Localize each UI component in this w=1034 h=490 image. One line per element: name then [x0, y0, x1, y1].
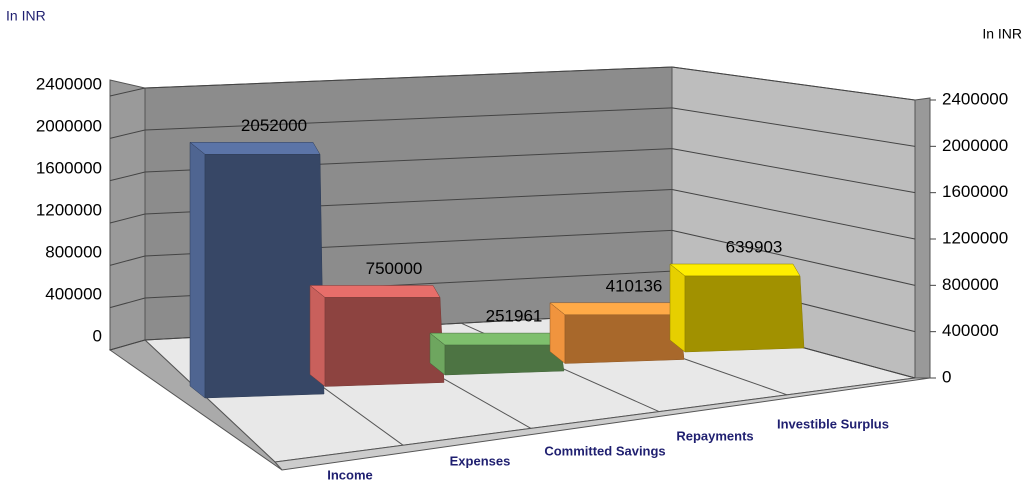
value-label: 410136 [606, 276, 663, 295]
bar-front [684, 275, 805, 353]
bar [309, 284, 445, 388]
x-tick-label: Expenses [450, 453, 511, 468]
x-tick-label: Repayments [676, 428, 753, 443]
grid-line [671, 229, 916, 286]
y-tick-label: 2400000 [36, 74, 102, 93]
bar-side [669, 263, 686, 353]
grid-line [109, 297, 146, 309]
bar-front [564, 314, 685, 364]
y-tick-label: 1600000 [36, 158, 102, 177]
y-tick-label: 800000 [45, 242, 102, 261]
grid-line [671, 148, 916, 194]
value-label: 639903 [726, 237, 783, 256]
bar-front [204, 154, 325, 399]
bar-side [309, 284, 326, 388]
y2-tick-label: 800000 [942, 275, 999, 294]
grid-line [671, 66, 916, 101]
y2-tick-label: 2000000 [942, 136, 1008, 155]
grid-line [109, 171, 146, 182]
y2-tick-label: 1600000 [942, 182, 1008, 201]
right-wall-edge [914, 97, 931, 379]
value-label: 750000 [366, 259, 423, 278]
grid-line [109, 87, 146, 97]
grid-line [671, 107, 916, 147]
x-tick-label: Investible Surplus [777, 416, 889, 431]
bar-side [189, 141, 206, 399]
y-tick-label: 2000000 [36, 116, 102, 135]
bar [189, 141, 325, 399]
y-tick-label: 400000 [45, 284, 102, 303]
bar [669, 263, 805, 353]
grid-line [144, 66, 673, 89]
y2-axis-label: In INR [982, 26, 1022, 42]
bar-top [549, 302, 681, 316]
bar-top [189, 142, 321, 155]
y2-tick-label: 400000 [942, 321, 999, 340]
grid-line [109, 129, 146, 139]
x-tick-label: Income [327, 467, 373, 482]
y2-tick-label: 2400000 [942, 89, 1008, 108]
y2-tick-label: 1200000 [942, 228, 1008, 247]
grid-line [109, 255, 146, 266]
grid-line [109, 213, 146, 224]
bar [549, 302, 685, 365]
grid-line [109, 339, 146, 351]
bar [429, 332, 565, 376]
grid-line [144, 107, 673, 131]
value-label: 251961 [486, 307, 543, 326]
grid-line [671, 189, 916, 240]
bar-front [444, 344, 565, 376]
bar-front [324, 297, 445, 387]
x-tick-label: Committed Savings [544, 443, 665, 458]
value-label: 2052000 [241, 116, 307, 135]
bar-top [309, 285, 441, 298]
bar-top [429, 332, 561, 346]
bar-top [669, 263, 801, 277]
y2-tick-label: 0 [942, 367, 951, 386]
y-axis-label: In INR [6, 8, 46, 24]
y-tick-label: 1200000 [36, 200, 102, 219]
y-tick-label: 0 [93, 326, 102, 345]
